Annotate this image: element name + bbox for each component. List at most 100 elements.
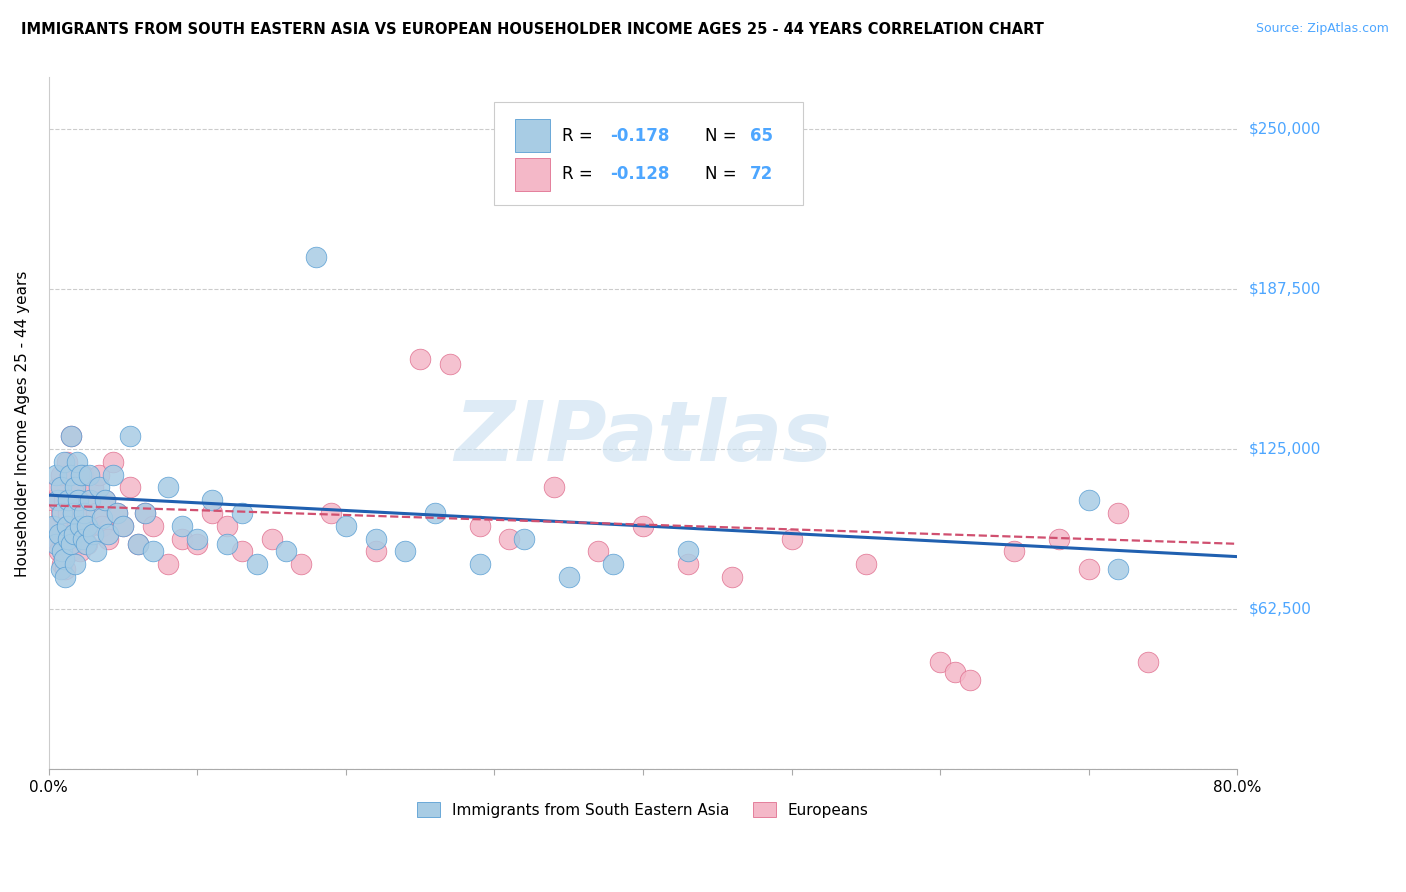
Point — [56, 506, 79, 520]
Legend: Immigrants from South Eastern Asia, Europeans: Immigrants from South Eastern Asia, Euro… — [411, 796, 875, 824]
Text: $187,500: $187,500 — [1249, 281, 1320, 296]
Point — [468, 519, 491, 533]
Point — [73, 506, 96, 520]
Point — [53, 562, 76, 576]
Text: $125,000: $125,000 — [1249, 442, 1320, 457]
Point — [62, 526, 84, 541]
Point — [63, 526, 86, 541]
Point — [84, 506, 107, 520]
Point — [52, 455, 75, 469]
Point — [215, 537, 238, 551]
Point — [58, 467, 80, 482]
Point — [943, 665, 966, 679]
Point — [82, 526, 104, 541]
Point — [60, 429, 83, 443]
Point — [51, 544, 73, 558]
Point — [55, 519, 77, 533]
Point — [51, 526, 73, 541]
Point — [52, 537, 75, 551]
Point — [69, 519, 91, 533]
Point — [46, 493, 69, 508]
Text: Source: ZipAtlas.com: Source: ZipAtlas.com — [1256, 22, 1389, 36]
Point — [120, 429, 142, 443]
Point — [42, 519, 65, 533]
Point — [60, 429, 83, 443]
Point — [52, 493, 75, 508]
Point — [70, 467, 93, 482]
Point — [929, 655, 952, 669]
Point — [156, 558, 179, 572]
Point — [56, 493, 79, 508]
Text: R =: R = — [562, 127, 598, 145]
Point — [127, 537, 149, 551]
Point — [75, 493, 97, 508]
Point — [84, 544, 107, 558]
Point — [602, 558, 624, 572]
Point — [290, 558, 312, 572]
Point — [186, 532, 208, 546]
Point — [49, 467, 72, 482]
Point — [65, 558, 87, 572]
Point — [112, 519, 135, 533]
Point — [676, 558, 699, 572]
Point — [60, 537, 83, 551]
Point — [855, 558, 877, 572]
Point — [201, 493, 224, 508]
Point — [94, 493, 117, 508]
Point — [55, 455, 77, 469]
Point — [1002, 544, 1025, 558]
Point — [58, 467, 80, 482]
Point — [423, 506, 446, 520]
Point — [56, 532, 79, 546]
Point — [721, 570, 744, 584]
Point — [49, 562, 72, 576]
Point — [1137, 655, 1160, 669]
Point — [48, 544, 70, 558]
Point — [201, 506, 224, 520]
Point — [780, 532, 803, 546]
Point — [70, 506, 93, 520]
Point — [1107, 562, 1129, 576]
Point — [142, 544, 165, 558]
Y-axis label: Householder Income Ages 25 - 44 years: Householder Income Ages 25 - 44 years — [15, 270, 30, 576]
Point — [172, 519, 194, 533]
FancyBboxPatch shape — [495, 102, 803, 205]
Point — [63, 493, 86, 508]
Point — [45, 519, 67, 533]
Point — [77, 467, 100, 482]
Point — [60, 544, 83, 558]
Point — [66, 519, 89, 533]
Point — [76, 537, 98, 551]
Point — [305, 250, 328, 264]
Point — [142, 519, 165, 533]
FancyBboxPatch shape — [515, 158, 550, 191]
Point — [676, 544, 699, 558]
Text: -0.128: -0.128 — [610, 165, 669, 183]
Text: 65: 65 — [749, 127, 773, 145]
Point — [91, 511, 114, 525]
Point — [45, 467, 67, 482]
Point — [1107, 506, 1129, 520]
Point — [73, 526, 96, 541]
Point — [1077, 562, 1099, 576]
Point — [51, 558, 73, 572]
Point — [172, 532, 194, 546]
Point — [231, 506, 253, 520]
Point — [49, 506, 72, 520]
Point — [97, 532, 120, 546]
Point — [97, 526, 120, 541]
Point — [101, 467, 124, 482]
Point — [75, 537, 97, 551]
Point — [52, 552, 75, 566]
Point — [89, 467, 111, 482]
Point — [260, 532, 283, 546]
Point — [156, 480, 179, 494]
Point — [51, 506, 73, 520]
Point — [215, 519, 238, 533]
Point — [134, 506, 156, 520]
Point — [94, 493, 117, 508]
Point — [91, 519, 114, 533]
Point — [48, 526, 70, 541]
Text: ZIPatlas: ZIPatlas — [454, 397, 832, 478]
Point — [276, 544, 298, 558]
